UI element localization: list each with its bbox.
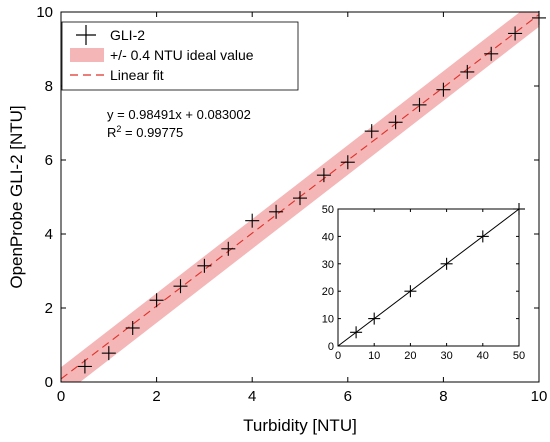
data-point [221, 241, 236, 256]
y-tick-label: 4 [45, 226, 53, 243]
x-tick-label: 4 [248, 388, 256, 405]
x-tick-label: 6 [344, 388, 352, 405]
x-tick-label: 0 [57, 388, 65, 405]
inset-data-point [368, 312, 381, 325]
r-squared-value: = 0.99775 [121, 125, 183, 140]
x-tick-label: 2 [152, 388, 160, 405]
legend: GLI-2 +/- 0.4 NTU ideal value Linear fit [61, 21, 299, 91]
data-point [269, 204, 284, 219]
r-squared-exponent: 2 [116, 124, 121, 134]
y-tick-label: 8 [45, 78, 53, 95]
x-tick-label: 8 [439, 388, 447, 405]
data-point [436, 82, 451, 97]
data-point [316, 168, 331, 183]
inset-y-tick-label: 50 [322, 204, 334, 216]
data-point [125, 320, 140, 335]
legend-label-fit: Linear fit [110, 67, 164, 83]
inset-data-point [440, 257, 453, 270]
data-point [508, 26, 523, 41]
x-tick-label: 10 [531, 388, 548, 405]
data-point [245, 213, 260, 228]
y-tick-label: 6 [45, 152, 53, 169]
inset-axes-box [337, 208, 520, 347]
inset-reference-line [337, 208, 520, 347]
inset-x-tick-label: 0 [335, 350, 341, 362]
legend-item-gli2: GLI-2 [76, 25, 145, 45]
legend-label-gli2: GLI-2 [110, 27, 145, 43]
legend-item-fit: Linear fit [70, 67, 164, 83]
data-point [77, 359, 92, 374]
legend-swatch-band [70, 48, 104, 62]
legend-label-band: +/- 0.4 NTU ideal value [110, 47, 254, 63]
inset-x-tick-label: 10 [368, 350, 380, 362]
data-point [101, 346, 116, 361]
inset-y-tick-label: 10 [322, 314, 334, 326]
inset-y-tick-label: 0 [328, 341, 334, 353]
data-point [364, 124, 379, 139]
inset-y-tick-label: 20 [322, 286, 334, 298]
inset-data-point [404, 285, 417, 298]
inset-x-tick-label: 40 [477, 350, 489, 362]
r-squared-r: R [107, 125, 116, 140]
data-point [173, 279, 188, 294]
r-squared-line: R2 = 0.99775 [107, 124, 183, 140]
fit-equation: y = 0.98491x + 0.083002 R2 = 0.99775 [107, 107, 251, 140]
inset-y-tick-label: 30 [322, 259, 334, 271]
y-tick-label: 2 [45, 300, 53, 317]
y-tick-label: 10 [36, 4, 53, 21]
legend-item-band: +/- 0.4 NTU ideal value [70, 47, 254, 63]
inset-x-tick-label: 30 [440, 350, 452, 362]
inset-x-tick-label: 50 [513, 350, 525, 362]
y-axis-label: OpenProbe GLI-2 [NTU] [7, 105, 26, 288]
data-point [412, 97, 427, 112]
main-axes-box [60, 11, 540, 383]
data-point [149, 293, 164, 308]
main-plot: 0 2 4 6 8 10 0 2 4 6 8 10 Turbidity [NTU] OpenProbe… [7, 4, 548, 435]
data-point [484, 46, 499, 61]
inset-plot: 0 10 20 30 40 50 0 10 20 30 40 50 [322, 203, 525, 362]
inset-data-point [476, 230, 489, 243]
data-point [388, 115, 403, 130]
data-point [340, 155, 355, 170]
y-tick-label: 0 [45, 374, 53, 391]
inset-y-tick-label: 40 [322, 231, 334, 243]
fit-equation-line: y = 0.98491x + 0.083002 [107, 107, 251, 122]
x-axis-label: Turbidity [NTU] [243, 416, 357, 435]
data-point [293, 191, 307, 206]
data-point [197, 258, 212, 273]
inset-x-tick-label: 20 [404, 350, 416, 362]
data-point [460, 64, 475, 79]
inset-data-point [350, 326, 363, 339]
